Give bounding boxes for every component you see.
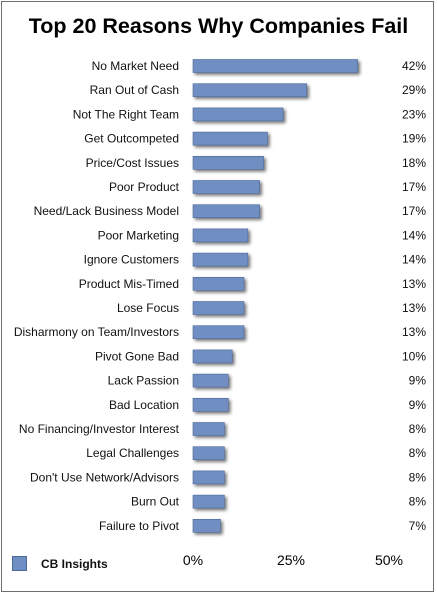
category-label: Ignore Customers xyxy=(84,253,179,267)
category-label: Not The Right Team xyxy=(73,107,179,121)
category-label: Failure to Pivot xyxy=(99,519,180,533)
bar xyxy=(192,156,264,170)
bar xyxy=(192,180,260,194)
value-label: 8% xyxy=(409,470,427,484)
value-label: 18% xyxy=(402,156,426,170)
value-label: 13% xyxy=(402,325,426,339)
chart-title: Top 20 Reasons Why Companies Fail xyxy=(28,14,409,38)
value-label: 29% xyxy=(402,83,426,97)
value-label: 9% xyxy=(409,374,427,388)
bar xyxy=(192,204,260,218)
category-label: Lose Focus xyxy=(117,301,179,315)
value-label: 13% xyxy=(402,277,426,291)
bar xyxy=(192,349,233,364)
x-tick-label: 0% xyxy=(183,552,203,568)
bar xyxy=(192,252,249,267)
category-label: No Market Need xyxy=(92,59,179,73)
legend-swatch xyxy=(12,556,27,571)
bar xyxy=(192,325,245,340)
bar xyxy=(192,397,229,412)
bar xyxy=(192,518,221,533)
category-label: Bad Location xyxy=(109,398,179,412)
category-label: Poor Product xyxy=(109,180,180,194)
value-label: 42% xyxy=(402,59,426,73)
category-label: Pivot Gone Bad xyxy=(95,349,179,363)
bar xyxy=(192,107,284,122)
value-label: 10% xyxy=(402,349,426,363)
bar xyxy=(192,276,245,291)
value-label: 7% xyxy=(409,519,427,533)
value-label: 8% xyxy=(409,495,427,509)
bar xyxy=(192,422,225,436)
category-label: Ran Out of Cash xyxy=(90,83,179,97)
category-label: Don't Use Network/Advisors xyxy=(30,470,179,484)
bar xyxy=(192,446,225,461)
bar xyxy=(192,131,268,146)
value-label: 17% xyxy=(402,180,426,194)
category-label: Burn Out xyxy=(131,495,180,509)
bar xyxy=(192,83,307,97)
category-label: No Financing/Investor Interest xyxy=(19,422,180,436)
category-label: Legal Challenges xyxy=(86,446,179,460)
category-label: Price/Cost Issues xyxy=(86,156,179,170)
bar xyxy=(192,494,225,509)
category-label: Need/Lack Business Model xyxy=(34,204,179,218)
value-label: 9% xyxy=(409,398,427,412)
legend: CB Insights xyxy=(12,556,108,571)
x-tick-label: 50% xyxy=(375,552,403,568)
category-label: Get Outcompeted xyxy=(84,132,179,146)
bar xyxy=(192,301,245,315)
legend-label: CB Insights xyxy=(41,556,108,571)
x-tick-label: 25% xyxy=(277,552,305,568)
bar xyxy=(192,470,225,485)
category-label: Poor Marketing xyxy=(98,228,179,242)
bar xyxy=(192,59,358,73)
value-label: 13% xyxy=(402,301,426,315)
bar xyxy=(192,373,229,388)
bar xyxy=(192,228,249,243)
value-label: 17% xyxy=(402,204,426,218)
category-label: Product Mis-Timed xyxy=(79,277,179,291)
value-label: 14% xyxy=(402,228,426,242)
value-label: 8% xyxy=(409,446,427,460)
value-label: 19% xyxy=(402,132,426,146)
value-label: 14% xyxy=(402,253,426,267)
value-label: 23% xyxy=(402,107,426,121)
category-label: Disharmony on Team/Investors xyxy=(14,325,179,339)
category-label: Lack Passion xyxy=(108,374,179,388)
value-label: 8% xyxy=(409,422,427,436)
